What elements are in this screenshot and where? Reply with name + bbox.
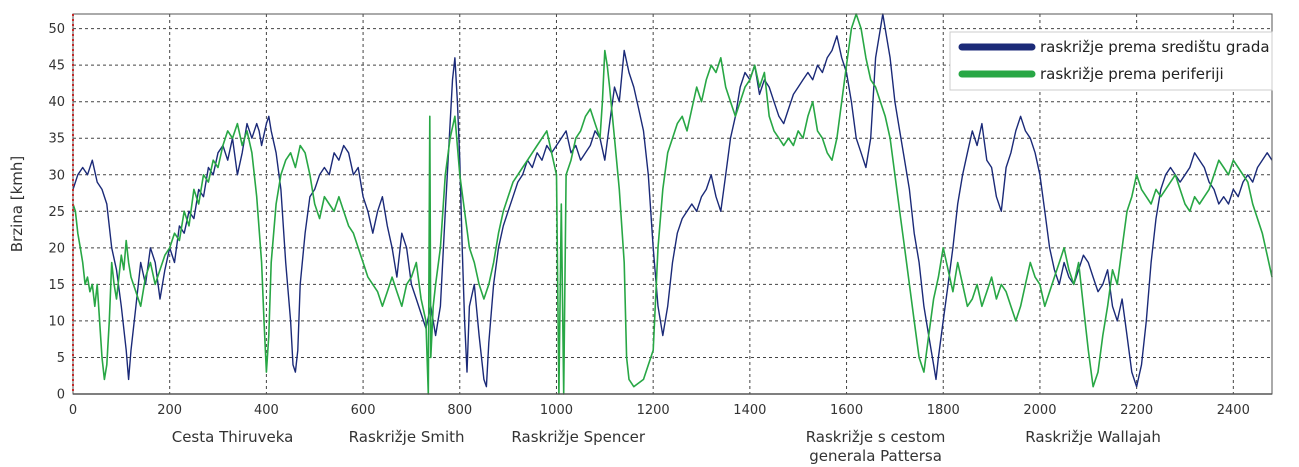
x-tick-label: 1400	[733, 403, 766, 418]
legend-box	[949, 31, 1273, 91]
series-line-toward-periphery	[72, 13, 1273, 395]
category-label: Raskrižje Smith	[349, 428, 465, 446]
series-line-toward-center	[72, 13, 1273, 388]
y-tick-label: 25	[48, 205, 65, 220]
category-label: Raskrižje Wallajah	[1025, 428, 1161, 446]
axes	[72, 14, 1272, 395]
x-tick-label: 800	[447, 403, 472, 418]
y-tick-label: 20	[48, 241, 65, 256]
x-tick-label: 1600	[830, 403, 863, 418]
tick-labels: 0 5 10 15 20 25 30 35 40 45 50 0 200 400 600 800 1000 120…	[48, 22, 1249, 418]
x-tick-label: 1200	[637, 403, 670, 418]
y-tick-label: 5	[57, 351, 65, 366]
x-tick-label: 400	[254, 403, 279, 418]
y-tick-label: 30	[48, 168, 65, 183]
y-tick-label: 35	[48, 132, 65, 147]
y-axis-label: Brzina [kmh]	[8, 156, 26, 252]
x-tick-label: 2400	[1217, 403, 1250, 418]
x-tick-label: 1800	[927, 403, 960, 418]
category-label: Raskrižje s cestom	[806, 428, 946, 446]
legend-label-toward-periphery: raskrižje prema periferiji	[1040, 65, 1224, 83]
plot-series	[72, 13, 1273, 395]
y-tick-label: 15	[48, 278, 65, 293]
y-tick-label: 40	[48, 95, 65, 110]
category-label: Raskrižje Spencer	[511, 428, 645, 446]
y-tick-label: 50	[48, 22, 65, 37]
x-tick-label: 0	[69, 403, 77, 418]
category-label: Cesta Thiruveka	[172, 428, 294, 446]
x-tick-label: 2200	[1120, 403, 1153, 418]
category-labels: Cesta Thiruveka Raskrižje Smith Raskrižje …	[172, 428, 1161, 465]
x-tick-label: 1000	[540, 403, 573, 418]
x-tick-label: 600	[351, 403, 376, 418]
x-tick-label: 200	[157, 403, 182, 418]
category-label: generala Pattersa	[809, 447, 942, 465]
legend-label-toward-center: raskrižje prema središtu grada	[1040, 38, 1270, 56]
legend: raskrižje prema središtu grada raskrižje…	[949, 31, 1273, 91]
y-tick-label: 10	[48, 314, 65, 329]
y-tick-label: 45	[48, 59, 65, 74]
x-tick-label: 2000	[1023, 403, 1056, 418]
y-tick-label: 0	[57, 388, 65, 403]
